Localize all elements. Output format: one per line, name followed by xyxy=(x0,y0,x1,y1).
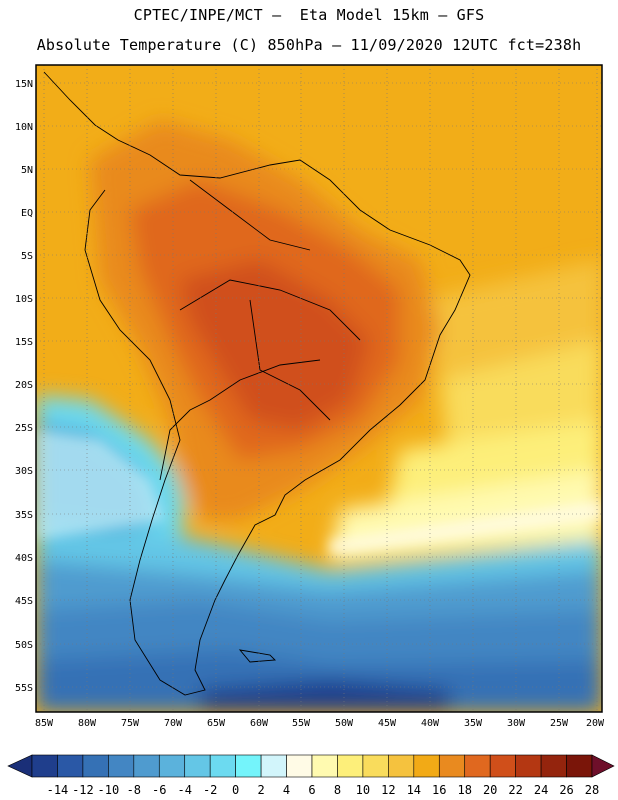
colorbar-under-triangle xyxy=(7,754,33,778)
colorbar-label: 12 xyxy=(381,783,395,797)
colorbar-label: 26 xyxy=(559,783,573,797)
colorbar-swatch xyxy=(286,754,313,778)
colorbar-label: 2 xyxy=(257,783,264,797)
colorbar-swatch xyxy=(413,754,440,778)
lon-label: 25W xyxy=(550,718,569,729)
colorbar-label: 24 xyxy=(534,783,548,797)
lat-label: 30S xyxy=(15,466,33,477)
colorbar-swatch xyxy=(464,754,491,778)
colorbar-label: 8 xyxy=(334,783,341,797)
colorbar-swatch xyxy=(388,754,415,778)
colorbar-label: 18 xyxy=(458,783,472,797)
colorbar-label: -2 xyxy=(203,783,217,797)
colorbar-swatch xyxy=(235,754,262,778)
colorbar-label: 6 xyxy=(308,783,315,797)
lon-label: 60W xyxy=(250,718,269,729)
colorbar-swatch xyxy=(108,754,135,778)
lon-label: 20W xyxy=(586,718,605,729)
colorbar-label: 16 xyxy=(432,783,446,797)
colorbar-swatch xyxy=(209,754,236,778)
colorbar-swatch xyxy=(515,754,542,778)
map-frame xyxy=(35,64,603,713)
colorbar-swatch xyxy=(438,754,466,778)
lon-label: 70W xyxy=(164,718,183,729)
colorbar-label: 4 xyxy=(283,783,290,797)
lon-label: 65W xyxy=(207,718,226,729)
lon-label: 30W xyxy=(507,718,526,729)
colorbar-swatch xyxy=(362,754,389,778)
lat-label: 20S xyxy=(15,380,33,391)
temperature-field xyxy=(36,65,602,712)
colorbar-label: 20 xyxy=(483,783,497,797)
colorbar-label: -10 xyxy=(98,783,120,797)
lon-label: 50W xyxy=(335,718,354,729)
lon-label: 55W xyxy=(292,718,311,729)
lat-label: 15N xyxy=(15,79,33,90)
lon-label: 75W xyxy=(121,718,140,729)
colorbar-label: -4 xyxy=(178,783,192,797)
coastline xyxy=(43,71,471,696)
lon-label: 45W xyxy=(378,718,397,729)
lat-label: 5S xyxy=(21,251,33,262)
lat-label: EQ xyxy=(21,208,33,219)
colorbar-label: -6 xyxy=(152,783,166,797)
colorbar-label: 0 xyxy=(232,783,239,797)
colorbar-swatch xyxy=(31,754,58,778)
colorbar-swatch xyxy=(184,754,211,778)
lat-label: 25S xyxy=(15,423,33,434)
colorbar-swatch xyxy=(133,754,160,778)
colorbar-swatch xyxy=(57,754,84,778)
colorbar-swatch xyxy=(540,754,567,778)
lat-label: 10S xyxy=(15,294,33,305)
lat-label: 5N xyxy=(21,165,33,176)
longitude-labels: 85W 80W 75W 70W 65W 60W 55W 50W 45W 40W … xyxy=(35,718,605,729)
colorbar-swatch xyxy=(260,754,287,778)
colorbar-swatch xyxy=(82,754,109,778)
lat-label: 50S xyxy=(15,640,33,651)
map-title-line2: Absolute Temperature (C) 850hPa – 11/09/… xyxy=(36,36,582,54)
lon-label: 80W xyxy=(78,718,97,729)
colorbar-label: -12 xyxy=(72,783,94,797)
colorbar-label: 28 xyxy=(585,783,599,797)
lat-label: 10N xyxy=(15,122,33,133)
lat-label: 45S xyxy=(15,596,33,607)
colorbar-label: -8 xyxy=(127,783,141,797)
colorbar-swatch xyxy=(566,754,593,778)
colorbar-label: -14 xyxy=(47,783,69,797)
colorbar-swatch xyxy=(489,754,516,778)
colorbar-swatch xyxy=(311,754,338,778)
colorbar-swatch xyxy=(158,754,186,778)
lon-label: 40W xyxy=(421,718,440,729)
map-title-line1: CPTEC/INPE/MCT – Eta Model 15km – GFS xyxy=(133,6,485,24)
lon-label: 85W xyxy=(35,718,54,729)
lat-label: 35S xyxy=(15,510,33,521)
colorbar-swatch xyxy=(337,754,364,778)
lon-label: 35W xyxy=(464,718,483,729)
colorbar-label: 10 xyxy=(356,783,370,797)
lat-label: 40S xyxy=(15,553,33,564)
lat-label: 55S xyxy=(15,683,33,694)
lat-label: 15S xyxy=(15,337,33,348)
colorbar-over-triangle xyxy=(591,754,615,778)
latitude-labels: 15N 10N 5N EQ 5S 10S 15S 20S 25S 30S 35S… xyxy=(15,79,33,694)
colorbar-label: 22 xyxy=(508,783,522,797)
colorbar: -14 -12 -10 -8 -6 -4 -2 0 2 4 6 8 10 12 14 16 18 20 22 24 26… xyxy=(7,754,615,797)
colorbar-label: 14 xyxy=(407,783,421,797)
